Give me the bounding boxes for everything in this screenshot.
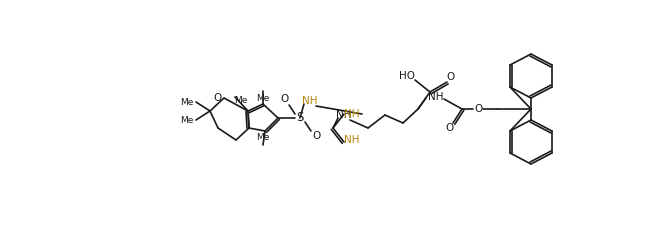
Text: NH: NH bbox=[302, 96, 318, 106]
Text: Me: Me bbox=[256, 94, 270, 102]
Text: O: O bbox=[213, 93, 221, 103]
Text: Me: Me bbox=[180, 115, 194, 125]
Text: O: O bbox=[445, 123, 453, 133]
Text: NH: NH bbox=[344, 135, 360, 145]
Text: S: S bbox=[296, 110, 303, 124]
Text: NH: NH bbox=[428, 92, 444, 102]
Text: Me: Me bbox=[256, 133, 270, 142]
Text: NH: NH bbox=[336, 110, 352, 120]
Text: NH: NH bbox=[344, 109, 360, 119]
Text: O: O bbox=[312, 131, 320, 141]
Text: Me: Me bbox=[234, 95, 248, 105]
Text: HO: HO bbox=[399, 71, 415, 81]
Text: Me: Me bbox=[180, 98, 194, 106]
Text: O: O bbox=[446, 72, 454, 82]
Text: O: O bbox=[280, 94, 288, 104]
Text: O: O bbox=[474, 104, 482, 114]
